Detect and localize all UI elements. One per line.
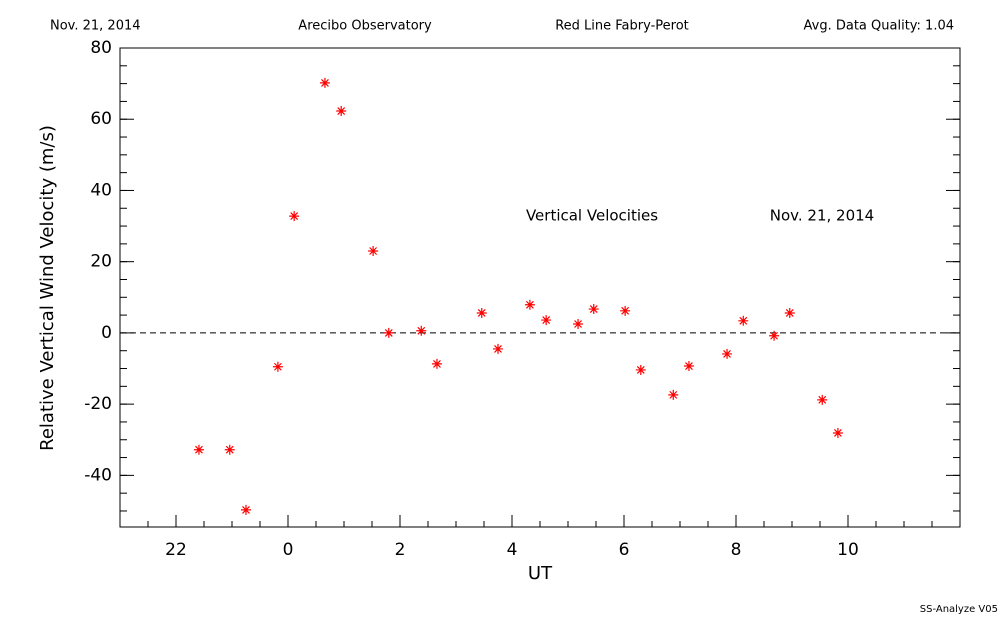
annotation: Vertical Velocities — [526, 207, 658, 225]
point — [620, 305, 631, 316]
annotation: Nov. 21, 2014 — [770, 207, 874, 225]
point — [635, 364, 646, 375]
point — [368, 245, 379, 256]
point — [383, 327, 394, 338]
point — [738, 315, 749, 326]
point — [224, 444, 235, 455]
point — [784, 307, 795, 318]
y-tick-label: 40 — [90, 180, 112, 200]
x-axis-label: UT — [528, 563, 553, 584]
y-axis-label: Relative Vertical Wind Velocity (m/s) — [37, 125, 58, 451]
x-tick-label: 6 — [619, 540, 630, 560]
point — [683, 361, 694, 372]
x-tick-label: 4 — [507, 540, 518, 560]
point — [319, 77, 330, 88]
y-tick-label: 60 — [90, 109, 112, 129]
y-tick-label: 80 — [90, 38, 112, 58]
point — [241, 504, 251, 515]
point — [476, 307, 487, 318]
y-tick-label: 0 — [101, 323, 112, 343]
x-tick-label: 10 — [837, 540, 859, 560]
x-tick-label: 8 — [731, 540, 742, 560]
point — [493, 343, 503, 354]
point — [272, 361, 283, 372]
point — [524, 299, 535, 310]
point — [832, 427, 843, 438]
y-tick-label: 20 — [90, 252, 112, 272]
point — [336, 106, 347, 117]
point — [431, 358, 442, 369]
point — [722, 348, 733, 359]
point — [769, 330, 780, 341]
point — [416, 325, 427, 336]
x-tick-label: 2 — [395, 540, 406, 560]
footer: SS-Analyze V05 — [920, 604, 998, 615]
header-site: Arecibo Observatory — [298, 19, 432, 34]
x-tick-label: 0 — [283, 540, 294, 560]
point — [817, 394, 828, 405]
y-tick-label: -40 — [84, 465, 112, 485]
plot-frame — [119, 47, 961, 528]
point — [573, 319, 584, 330]
point — [193, 444, 204, 455]
header-instrument: Red Line Fabry-Perot — [555, 19, 689, 34]
x-tick-label: 22 — [165, 540, 187, 560]
point — [668, 389, 679, 400]
y-tick-label: -20 — [84, 394, 112, 414]
point — [289, 211, 300, 222]
header-quality: Avg. Data Quality: 1.04 — [804, 19, 954, 34]
point — [588, 304, 599, 315]
header-date: Nov. 21, 2014 — [50, 19, 141, 34]
point — [541, 315, 552, 326]
